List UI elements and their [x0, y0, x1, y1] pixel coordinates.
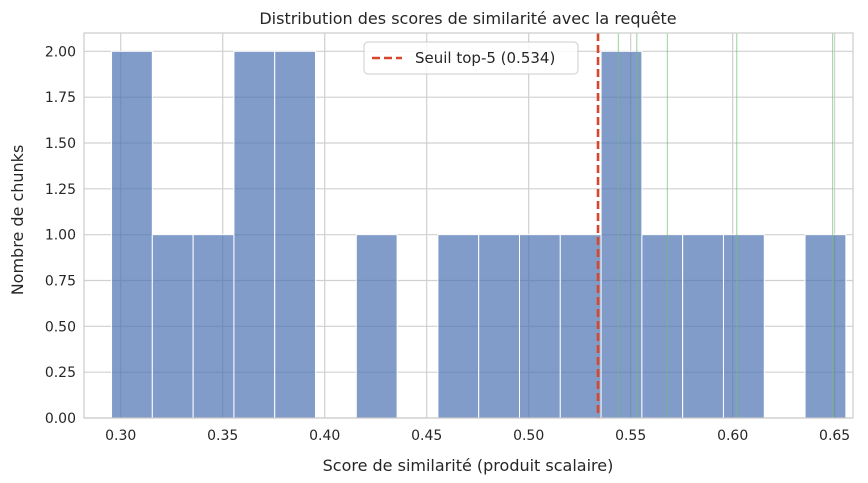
chart-title: Distribution des scores de similarité av… [259, 9, 676, 28]
y-tick-labels: 0.00 0.25 0.50 0.75 1.00 1.25 1.50 1.75 2.00 [45, 44, 76, 427]
histogram-bar [641, 234, 684, 419]
y-tick-label: 0.25 [45, 365, 76, 381]
legend-box [363, 41, 579, 75]
x-tick-label: 0.55 [615, 428, 646, 444]
histogram-bar [559, 234, 602, 419]
top-score-lines [617, 33, 834, 418]
x-tick-label: 0.50 [513, 428, 544, 444]
x-axis-label: Score de similarité (produit scalaire) [323, 456, 614, 475]
y-tick-label: 1.25 [45, 182, 76, 198]
plot-frame [83, 32, 854, 419]
y-tick-label: 2.00 [45, 44, 76, 60]
x-tick-labels: 0.30 0.35 0.40 0.45 0.50 0.55 0.60 0.65 [105, 428, 850, 444]
x-tick-label: 0.60 [717, 428, 748, 444]
histogram-bar [804, 234, 847, 419]
histogram-bar [682, 234, 724, 419]
legend: Seuil top-5 (0.534) [363, 41, 579, 75]
histogram-bar [233, 50, 276, 419]
histogram-bar [437, 234, 480, 419]
y-axis-label: Nombre de chunks [8, 145, 27, 296]
histogram-bars [111, 50, 847, 419]
histogram-bar [478, 234, 520, 419]
histogram-bar [722, 234, 765, 419]
x-tick-label: 0.30 [105, 428, 136, 444]
histogram-bar [151, 234, 194, 419]
histogram-bar [274, 50, 317, 419]
histogram-bar [518, 234, 561, 419]
histogram-bar [111, 50, 153, 419]
x-tick-label: 0.35 [207, 428, 238, 444]
y-tick-label: 0.50 [45, 319, 76, 335]
x-tick-label: 0.40 [309, 428, 340, 444]
legend-threshold-label: Seuil top-5 (0.534) [415, 49, 555, 67]
histogram-bar [355, 234, 398, 419]
y-tick-label: 1.00 [45, 228, 76, 244]
x-tick-label: 0.65 [819, 428, 850, 444]
x-tick-label: 0.45 [411, 428, 442, 444]
y-tick-label: 0.00 [45, 411, 76, 427]
y-tick-label: 1.75 [45, 90, 76, 106]
histogram-bar [192, 234, 235, 419]
y-tick-label: 0.75 [45, 274, 76, 290]
plot-border [83, 32, 854, 419]
y-tick-label: 1.50 [45, 136, 76, 152]
histogram-bar [600, 50, 643, 419]
